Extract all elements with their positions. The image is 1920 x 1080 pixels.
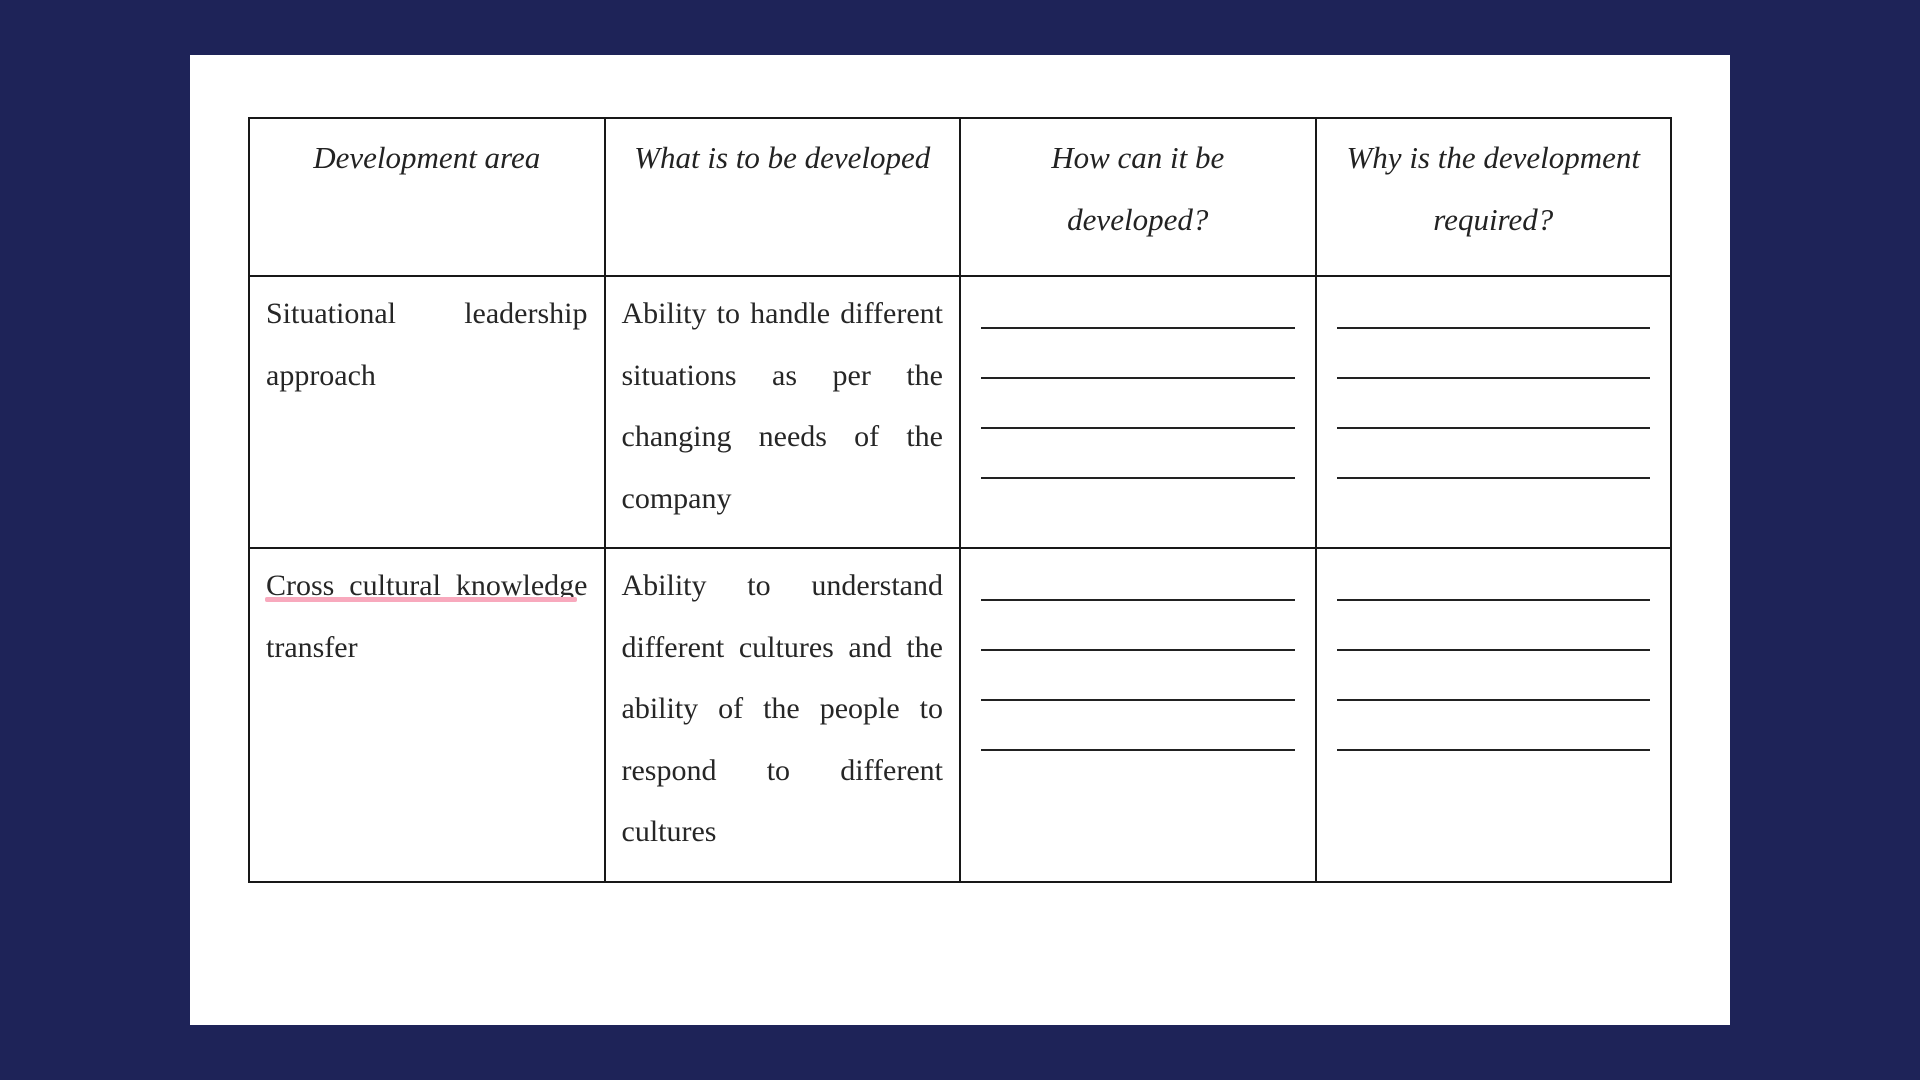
cell-how — [960, 276, 1316, 548]
highlighted-text-wrap: Cross cultural knowledge transfer — [266, 555, 588, 678]
blank-line — [1337, 397, 1651, 429]
blank-line — [981, 619, 1295, 651]
cell-what: Ability to understand different cultures… — [605, 548, 961, 882]
development-table: Development area What is to be developed… — [248, 117, 1672, 883]
highlight-underline — [265, 597, 577, 602]
blank-line — [981, 669, 1295, 701]
cell-area-text: Cross cultural knowledge transfer — [266, 569, 588, 664]
header-why-required: Why is the development required? — [1316, 118, 1672, 276]
header-what-developed: What is to be developed — [605, 118, 961, 276]
cell-why — [1316, 548, 1672, 882]
cell-area: Situational leadership approach — [249, 276, 605, 548]
table-header-row: Development area What is to be developed… — [249, 118, 1671, 276]
blank-line — [981, 569, 1295, 601]
document-page: Development area What is to be developed… — [190, 55, 1730, 1025]
cell-how — [960, 548, 1316, 882]
header-development-area: Development area — [249, 118, 605, 276]
blank-line — [1337, 447, 1651, 479]
blank-line — [981, 397, 1295, 429]
blank-line — [1337, 669, 1651, 701]
blank-line — [1337, 619, 1651, 651]
blank-line — [981, 719, 1295, 751]
cell-why — [1316, 276, 1672, 548]
blank-line — [1337, 297, 1651, 329]
cell-what: Ability to handle different situations a… — [605, 276, 961, 548]
table-row: Cross cultural knowledge transfer Abilit… — [249, 548, 1671, 882]
blank-line — [981, 297, 1295, 329]
blank-line — [1337, 569, 1651, 601]
table-row: Situational leadership approach Ability … — [249, 276, 1671, 548]
blank-line — [1337, 347, 1651, 379]
blank-line — [981, 347, 1295, 379]
blank-line — [1337, 719, 1651, 751]
header-how-developed: How can it be developed? — [960, 118, 1316, 276]
cell-area: Cross cultural knowledge transfer — [249, 548, 605, 882]
blank-line — [981, 447, 1295, 479]
